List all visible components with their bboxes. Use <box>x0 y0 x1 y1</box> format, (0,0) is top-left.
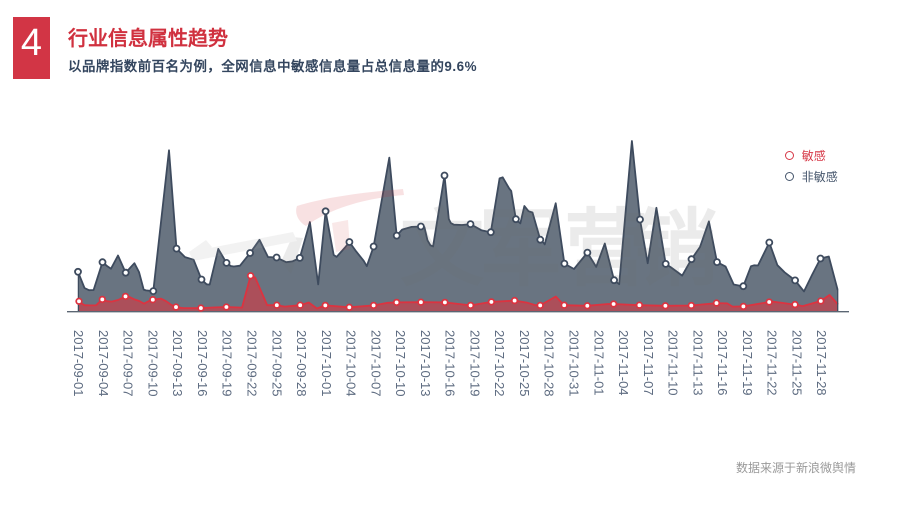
svg-text:2017-09-22: 2017-09-22 <box>245 330 260 397</box>
svg-text:2017-09-28: 2017-09-28 <box>294 330 309 397</box>
svg-text:营: 营 <box>564 202 648 296</box>
svg-text:2017-09-07: 2017-09-07 <box>121 330 136 397</box>
svg-text:2017-11-04: 2017-11-04 <box>616 330 631 396</box>
svg-text:2017-10-22: 2017-10-22 <box>492 330 507 397</box>
svg-text:2017-10-04: 2017-10-04 <box>344 330 359 397</box>
svg-text:2017-11-16: 2017-11-16 <box>715 330 730 396</box>
svg-text:2017-10-25: 2017-10-25 <box>517 330 532 397</box>
svg-text:2017-10-01: 2017-10-01 <box>319 330 334 397</box>
svg-text:2017-10-16: 2017-10-16 <box>443 330 458 397</box>
svg-text:2017-09-16: 2017-09-16 <box>195 330 210 397</box>
svg-text:2017-10-10: 2017-10-10 <box>393 330 408 397</box>
svg-text:2017-09-25: 2017-09-25 <box>269 330 284 397</box>
svg-text:2017-10-07: 2017-10-07 <box>368 330 383 397</box>
svg-text:2017-09-19: 2017-09-19 <box>220 330 235 397</box>
svg-text:2017-11-19: 2017-11-19 <box>740 330 755 396</box>
svg-text:2017-10-13: 2017-10-13 <box>418 330 433 397</box>
svg-text:2017-11-28: 2017-11-28 <box>814 330 829 396</box>
svg-text:2017-10-28: 2017-10-28 <box>542 330 557 397</box>
svg-text:文: 文 <box>400 202 484 296</box>
svg-text:2017-11-01: 2017-11-01 <box>591 330 606 396</box>
svg-text:2017-11-13: 2017-11-13 <box>690 330 705 396</box>
svg-text:2017-11-22: 2017-11-22 <box>765 330 780 396</box>
svg-text:销: 销 <box>634 202 718 296</box>
svg-text:2017-09-01: 2017-09-01 <box>71 330 86 397</box>
svg-text:2017-11-25: 2017-11-25 <box>789 330 804 396</box>
svg-text:2017-09-10: 2017-09-10 <box>145 330 160 397</box>
svg-text:2017-11-10: 2017-11-10 <box>666 330 681 396</box>
svg-text:2017-11-07: 2017-11-07 <box>641 330 656 396</box>
svg-text:军: 军 <box>479 202 563 296</box>
svg-text:2017-09-13: 2017-09-13 <box>170 330 185 397</box>
svg-text:2017-09-04: 2017-09-04 <box>96 330 111 397</box>
svg-text:2017-10-31: 2017-10-31 <box>567 330 582 397</box>
svg-text:2017-10-19: 2017-10-19 <box>467 330 482 397</box>
